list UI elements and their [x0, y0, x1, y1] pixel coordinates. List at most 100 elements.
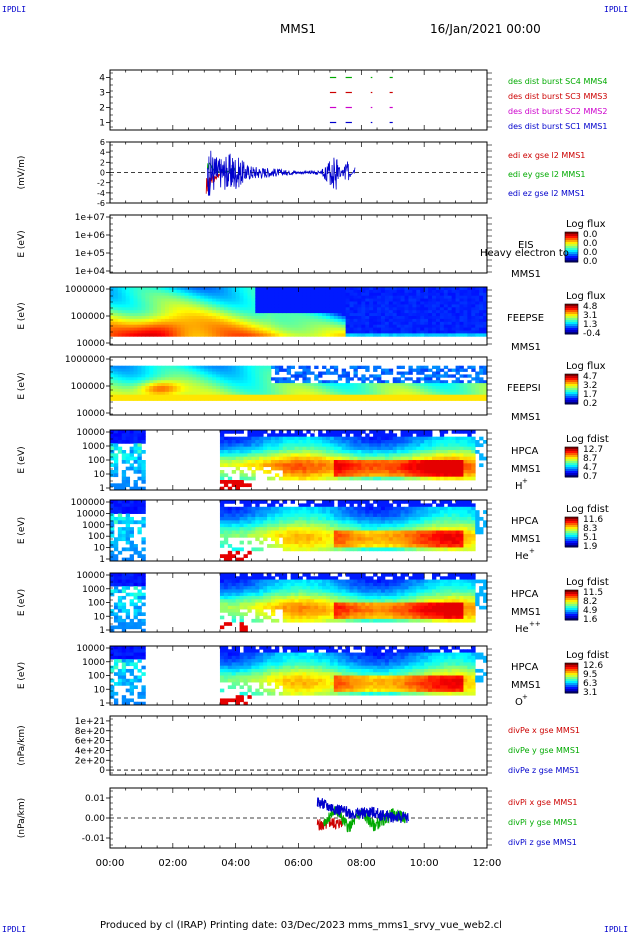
- spectrogram-cell: [483, 386, 488, 390]
- spectrogram-cell: [164, 380, 170, 384]
- spectrogram-cell: [345, 473, 350, 478]
- spectrogram-cell: [349, 476, 354, 481]
- spectrogram-cell: [459, 466, 464, 471]
- spectrogram-cell: [172, 301, 178, 305]
- spectrogram-cell: [420, 453, 425, 458]
- spectrogram-cell: [208, 368, 213, 372]
- spectrogram-cell: [455, 391, 460, 396]
- y-tick-label: 1: [99, 119, 105, 129]
- spectrogram-cell: [192, 298, 197, 302]
- spectrogram-cell: [278, 503, 284, 508]
- spectrogram-cell: [294, 374, 299, 378]
- spectrogram-cell: [329, 523, 335, 528]
- spectrogram-cell: [145, 316, 150, 320]
- spectrogram-cell: [274, 380, 280, 384]
- spectrogram-cell: [235, 307, 240, 311]
- spectrogram-cell: [271, 377, 276, 381]
- spectrogram-cell: [231, 374, 237, 378]
- spectrogram-cell: [172, 321, 178, 326]
- spectrogram-cell: [475, 295, 480, 299]
- spectrogram-cell: [314, 540, 319, 545]
- spectrogram-cell: [231, 365, 237, 369]
- spectrogram-cell: [153, 386, 158, 390]
- y-tick-label: 3: [99, 89, 105, 99]
- spectrogram-cell: [388, 330, 394, 334]
- spectrogram-cell: [161, 289, 166, 294]
- spectrogram-cell: [384, 394, 390, 398]
- spectrogram-cell: [204, 394, 209, 398]
- spectrogram-cell: [451, 298, 456, 302]
- spectrogram-cell: [219, 460, 225, 464]
- spectrogram-cell: [212, 310, 217, 314]
- spectrogram-cell: [380, 463, 386, 468]
- spectrogram-cell: [479, 324, 484, 328]
- spectrogram-cell: [471, 377, 476, 381]
- spectrogram-cell: [196, 371, 201, 375]
- spectrogram-cell: [188, 330, 193, 334]
- spectrogram-cell: [314, 510, 319, 514]
- spectrogram-cell: [369, 397, 374, 401]
- spectrogram-cell: [392, 433, 398, 438]
- spectrogram-cell: [467, 333, 472, 337]
- spectrogram-cell: [274, 433, 280, 438]
- spectrogram-cell: [172, 380, 178, 384]
- spectrogram-cell: [294, 388, 299, 393]
- spectrogram-cell: [125, 304, 131, 308]
- spectrogram-cell: [392, 380, 398, 384]
- spectrogram-cell: [286, 450, 292, 454]
- spectrogram-cell: [227, 318, 233, 323]
- corner-mark-bottom-right: IPDLI: [604, 925, 629, 934]
- spectrogram-cell: [302, 377, 307, 381]
- spectrogram-cell: [325, 544, 331, 548]
- spectrogram-cell: [251, 506, 256, 511]
- spectrogram-cell: [227, 365, 233, 369]
- spectrogram-cell: [318, 523, 323, 528]
- spectrogram-cell: [219, 520, 225, 525]
- spectrogram-cell: [377, 374, 382, 378]
- spectrogram-cell: [471, 466, 476, 471]
- spectrogram-cell: [255, 391, 260, 396]
- spectrogram-cell: [341, 466, 347, 471]
- spectrogram-cell: [274, 533, 280, 538]
- spectrogram-cell: [392, 470, 398, 474]
- spectrogram-cell: [302, 327, 307, 331]
- spectrogram-cell: [384, 292, 390, 297]
- spectrogram-cell: [302, 473, 307, 478]
- spectrogram-cell: [216, 301, 221, 305]
- spectrogram-cell: [113, 446, 119, 451]
- spectrogram-cell: [247, 476, 252, 481]
- spectrogram-cell: [451, 386, 456, 390]
- spectrogram-cell: [416, 298, 421, 302]
- spectrogram-cell: [157, 388, 162, 393]
- spectrogram-cell: [290, 333, 295, 337]
- spectrogram-cell: [337, 289, 343, 294]
- spectrogram-cell: [247, 380, 252, 384]
- spectrogram-cell: [298, 547, 303, 552]
- spectrogram-cell: [227, 383, 233, 387]
- spectrogram-cell: [298, 433, 303, 438]
- spectrogram-cell: [192, 386, 197, 390]
- spectrogram-cell: [137, 506, 142, 511]
- spectrogram-cell: [408, 307, 413, 311]
- spectrogram-cell: [384, 470, 390, 474]
- panel-1-frame: [109, 69, 488, 131]
- spectrogram-cell: [267, 298, 272, 302]
- spectrogram-cell: [396, 460, 402, 464]
- spectrogram-cell: [451, 368, 456, 372]
- spectrogram-cell: [439, 330, 445, 334]
- spectrogram-cell: [145, 386, 150, 390]
- spectrogram-cell: [227, 446, 233, 451]
- spectrogram-cell: [329, 316, 335, 320]
- spectrogram-cell: [235, 304, 240, 308]
- spectrogram-cell: [227, 377, 233, 381]
- spectrogram-cell: [353, 318, 358, 323]
- spectrogram-cell: [227, 453, 233, 458]
- spectrogram-cell: [212, 307, 217, 311]
- spectrogram-cell: [432, 327, 437, 331]
- spectrogram-cell: [333, 506, 339, 511]
- spectrogram-cell: [271, 333, 276, 337]
- spectrogram-cell: [451, 460, 456, 464]
- spectrogram-cell: [153, 318, 158, 323]
- spectrogram-cell: [184, 295, 189, 299]
- spectrogram-cell: [216, 383, 221, 387]
